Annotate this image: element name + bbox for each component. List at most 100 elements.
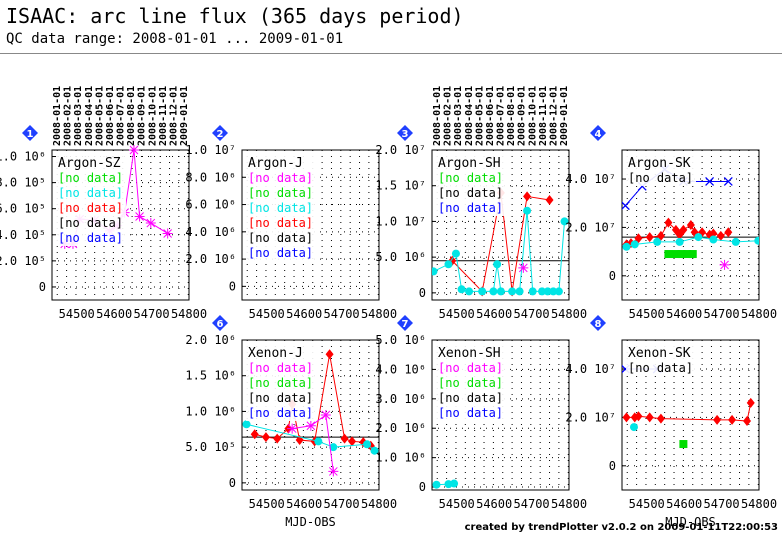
chart-panel-6: 6 0 5.0 10⁵ 1.0 10⁶ 1.5 10⁶ 2.0 10⁶ 54500 54600…	[185, 315, 397, 529]
data-point-asterisk	[287, 423, 298, 434]
plot-frame	[241, 339, 380, 491]
date-tick-label: 2008-07-01	[496, 86, 507, 146]
panel-title: Xenon-SK	[628, 346, 691, 361]
date-tick-label: 2008-08-01	[126, 86, 137, 146]
y-tick-label: 1.0 10⁷	[185, 143, 236, 157]
data-point-diamond	[664, 217, 673, 228]
data-point-circle	[496, 287, 505, 296]
panel-badge-icon	[22, 125, 38, 141]
date-tick-label: 2008-08-01	[506, 86, 517, 146]
legend-entry-blue: [no data]	[58, 231, 123, 245]
panel-badge-icon	[590, 125, 606, 141]
y-tick-label: 0	[229, 279, 236, 293]
x-axis-label: MJD-OBS	[285, 515, 336, 529]
y-tick-label: 1.5 10⁷	[375, 179, 426, 193]
panel-badge-icon	[212, 125, 228, 141]
data-point-circle	[444, 260, 453, 269]
y-tick-label: 2.0 10⁷	[375, 143, 426, 157]
data-point-diamond	[656, 413, 665, 424]
chart-panel-8: 8 0 2.0 10⁷ 4.0 10⁷ 54500 54600 54700 54800 MJD-…	[565, 315, 777, 529]
data-point-circle	[432, 480, 441, 489]
y-tick-label: 3.0 10⁶	[375, 392, 426, 406]
data-point-circle	[515, 287, 524, 296]
legend-background	[436, 154, 506, 216]
x-tick-label: 54500	[439, 307, 475, 321]
y-tick-label: 8.0 10⁵	[0, 176, 46, 190]
x-tick-label: 54700	[514, 497, 550, 511]
legend-entry-blue: [no data]	[248, 246, 313, 260]
legend-entry-black: [no data]	[58, 216, 123, 230]
legend-background	[246, 344, 316, 421]
chart-panel-1: 1 0 2.0 10⁵ 4.0 10⁵ 6.0 10⁵ 8.0 10⁵ 1.0 10⁶ 545…	[0, 86, 207, 321]
data-point-circle	[478, 287, 487, 296]
panel-badge-icon	[212, 315, 228, 331]
data-point-circle	[370, 446, 379, 455]
data-point-circle	[709, 235, 718, 244]
panel-badge-number: 4	[595, 129, 602, 140]
y-tick-label: 2.0 10⁵	[0, 254, 46, 268]
data-point-circle	[528, 287, 537, 296]
legend-entry-magenta: [no data]	[248, 171, 313, 185]
data-point-diamond	[634, 411, 643, 422]
data-point-diamond	[713, 414, 722, 425]
y-tick-label: 4.0 10⁷	[565, 362, 616, 376]
data-point-square	[677, 250, 686, 259]
page-title: ISAAC: arc line flux (365 days period)	[6, 4, 464, 28]
y-tick-label: 1.0 10⁶	[185, 404, 236, 418]
x-tick-label: 54700	[324, 307, 360, 321]
date-tick-label: 2008-10-01	[147, 86, 158, 146]
date-tick-label: 2008-12-01	[548, 86, 559, 146]
y-tick-label: 1.5 10⁶	[185, 369, 236, 383]
legend-entry-black: [no data]	[438, 391, 503, 405]
x-tick-label: 54500	[629, 497, 665, 511]
x-tick-label: 54800	[171, 307, 207, 321]
x-tick-label: 54500	[59, 307, 95, 321]
panel-badge-number: 2	[217, 129, 224, 140]
y-tick-label: 2.0 10⁷	[565, 220, 616, 234]
x-tick-label: 54600	[666, 307, 702, 321]
x-tick-label: 54800	[361, 307, 397, 321]
y-tick-label: 5.0 10⁵	[185, 440, 236, 454]
data-point-asterisk	[305, 420, 316, 431]
data-point-circle	[675, 237, 684, 246]
y-tick-label: 0	[609, 269, 616, 283]
date-tick-label: 2008-03-01	[453, 86, 464, 146]
legend-entry-black: [no data]	[628, 361, 693, 375]
y-tick-label: 1.0 10⁷	[375, 214, 426, 228]
series-line-magenta	[292, 414, 334, 472]
legend-entry-black: [no data]	[438, 186, 503, 200]
chart-panel-7: 7 0 1.0 10⁶ 2.0 10⁶ 3.0 10⁶ 4.0 10⁶ 5.0 10⁶ 545…	[375, 315, 587, 511]
y-tick-label: 0	[609, 459, 616, 473]
data-point-asterisk	[719, 259, 730, 270]
y-tick-label: 8.0 10⁶	[185, 170, 236, 184]
date-tick-label: 2009-01-01	[559, 86, 570, 146]
x-tick-label: 54700	[134, 307, 170, 321]
data-point-asterisk	[134, 211, 145, 222]
y-tick-label: 2.0 10⁶	[185, 333, 236, 347]
panel-badge-number: 8	[595, 319, 602, 330]
data-point-square	[664, 250, 673, 259]
y-tick-label: 4.0 10⁶	[375, 362, 426, 376]
data-point-diamond	[261, 432, 270, 443]
y-tick-label: 5.0 10⁶	[375, 333, 426, 347]
data-point-circle	[629, 423, 638, 432]
legend-background	[626, 154, 696, 186]
data-point-asterisk	[320, 410, 331, 420]
data-point-circle	[754, 236, 759, 245]
data-point-diamond	[686, 220, 695, 230]
legend-entry-blue: [no data]	[438, 406, 503, 420]
plot-frame	[431, 339, 570, 491]
x-tick-label: 54500	[249, 497, 285, 511]
legend-entry-black: [no data]	[628, 171, 693, 185]
date-tick-label: 2008-06-01	[485, 86, 496, 146]
x-tick-label: 54600	[96, 307, 132, 321]
data-point-circle	[363, 440, 372, 449]
data-point-x	[622, 201, 630, 211]
legend-entry-green: [no data]	[248, 376, 313, 390]
chart-panel-2: 2 0 2.0 10⁶ 4.0 10⁶ 6.0 10⁶ 8.0 10⁶ 1.0 10⁷ 545…	[185, 125, 397, 321]
date-tick-label: 2008-10-01	[527, 86, 538, 146]
data-point-circle	[543, 287, 552, 296]
legend-entry-green: [no data]	[58, 171, 123, 185]
data-point-asterisk	[145, 218, 156, 229]
legend-background	[56, 154, 126, 246]
